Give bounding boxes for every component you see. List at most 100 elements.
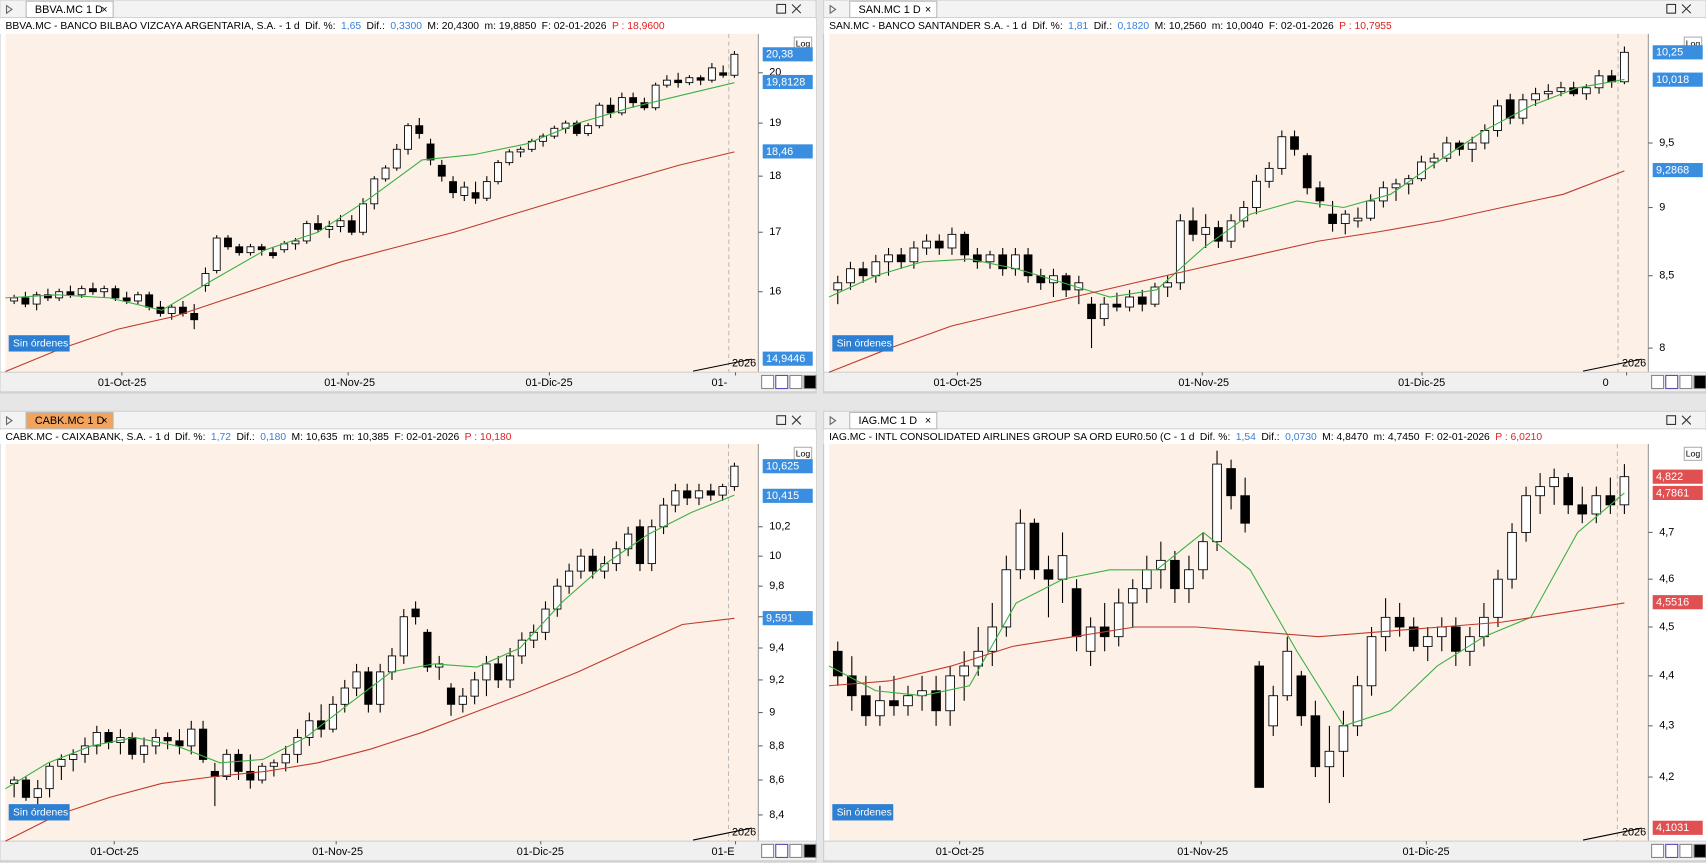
tab[interactable] [25,411,114,430]
candle-body [696,77,705,81]
header-field: M: 10,635 [292,432,338,443]
candle-body [77,288,86,296]
candle-body [139,745,149,755]
header: SAN.MC - BANCO SANTANDER S.A. - 1 d Dif. … [829,21,1392,32]
candle-body [1254,665,1264,788]
header: BBVA.MC - BANCO BILBAO VIZCAYA ARGENTARI… [5,21,664,32]
log-toggle[interactable] [1683,446,1703,461]
candle-body [651,84,660,109]
tool-button[interactable] [789,843,803,858]
candle-body [359,203,367,233]
candle-body [1417,161,1426,180]
window-close[interactable] [1681,415,1692,425]
candle-body [706,490,715,496]
tool-button[interactable] [1679,843,1693,858]
tab-arrow[interactable] [5,415,13,426]
tool-button[interactable] [775,843,789,858]
candle-body [1201,227,1211,235]
tab-close[interactable]: × [925,415,931,427]
candle-body [235,246,244,254]
tool-button[interactable] [789,374,803,390]
candle-body [871,261,881,277]
tool-button[interactable] [775,374,789,390]
window-button[interactable] [776,415,787,425]
window-button[interactable] [1666,3,1677,14]
price-tag-label: 19,8128 [766,76,805,88]
candle-body [224,237,232,248]
header-bar [823,18,1706,34]
window-button[interactable] [1666,415,1677,425]
y-tick-label: 4,5 [1659,621,1674,633]
tab[interactable] [25,0,114,19]
tab-close[interactable]: × [101,415,107,427]
candle-body [730,465,739,488]
candle-body [404,125,412,150]
candle-body [1408,626,1419,647]
candle-body [1328,213,1337,224]
tool-button[interactable] [761,374,775,390]
y-tick-label: 8,4 [769,809,784,821]
tab[interactable] [849,411,938,430]
header-field: 1,81 [1068,21,1088,32]
tool-button[interactable] [1651,374,1665,390]
tab[interactable] [849,0,938,19]
tool-button[interactable] [1693,374,1706,390]
header-field: 1,65 [341,21,361,32]
window-button[interactable] [776,3,787,14]
chart-panel: SAN.MC 1 D × SAN.MC - BANCO SANTANDER S.A.… [823,0,1706,394]
candle-body [985,254,995,263]
header-field: F: 02-01-2026 [394,432,459,443]
candle-body [212,237,221,271]
y-tick-label: 4,6 [1659,573,1674,585]
tab-arrow[interactable] [829,4,837,15]
candle-body [685,77,694,84]
tab-arrow[interactable] [829,415,837,426]
tool-button[interactable] [1679,374,1693,390]
window-close[interactable] [1681,4,1692,14]
y-tick-label: 9 [1659,201,1665,213]
orders-badge[interactable] [8,804,70,821]
candle-body [1549,477,1559,488]
x-tick-label: 01-Oct-25 [934,377,982,389]
orders-badge[interactable] [832,804,894,821]
window-close[interactable] [791,4,802,14]
orders-badge[interactable] [832,335,894,352]
candle-body [659,504,668,528]
candle-body [595,104,604,127]
chart-panel: CABK.MC 1 D× CABK.MC - CAIXABANK, S.A. - … [0,410,817,863]
candle-body [1493,578,1503,618]
orders-badge[interactable] [8,335,70,352]
candle-body [1505,99,1515,119]
tab-close[interactable]: × [101,4,107,16]
price-axis [1648,33,1706,373]
price-axis [758,444,817,842]
candle-body [1175,220,1185,284]
candle-body [1324,750,1335,768]
x-tick-label: 01-Oct-25 [936,846,984,858]
candle-body [1577,504,1588,515]
candle-body [694,490,704,499]
tool-button[interactable] [1693,843,1706,858]
tool-button[interactable] [803,843,817,858]
candle-body [1442,142,1452,159]
candle-body [1001,569,1012,628]
candle-body [972,254,982,263]
tool-button[interactable] [1665,843,1679,858]
candle-body [947,233,957,249]
tab-close[interactable]: × [925,4,931,16]
candle-body [1188,220,1198,235]
candle-body [437,164,446,177]
tool-button[interactable] [803,374,817,390]
candle-body [1198,541,1208,571]
candle-body [1252,180,1261,208]
tool-button[interactable] [761,843,775,858]
candle-body [529,631,538,641]
tool-button[interactable] [1651,843,1665,858]
candle-body [833,282,843,291]
price-tag-label: 4,1031 [1656,822,1689,834]
tab-arrow[interactable] [5,4,13,15]
candle-body [671,490,680,506]
candle-body [1112,303,1122,308]
tool-button[interactable] [1665,374,1679,390]
window-close[interactable] [791,415,802,425]
